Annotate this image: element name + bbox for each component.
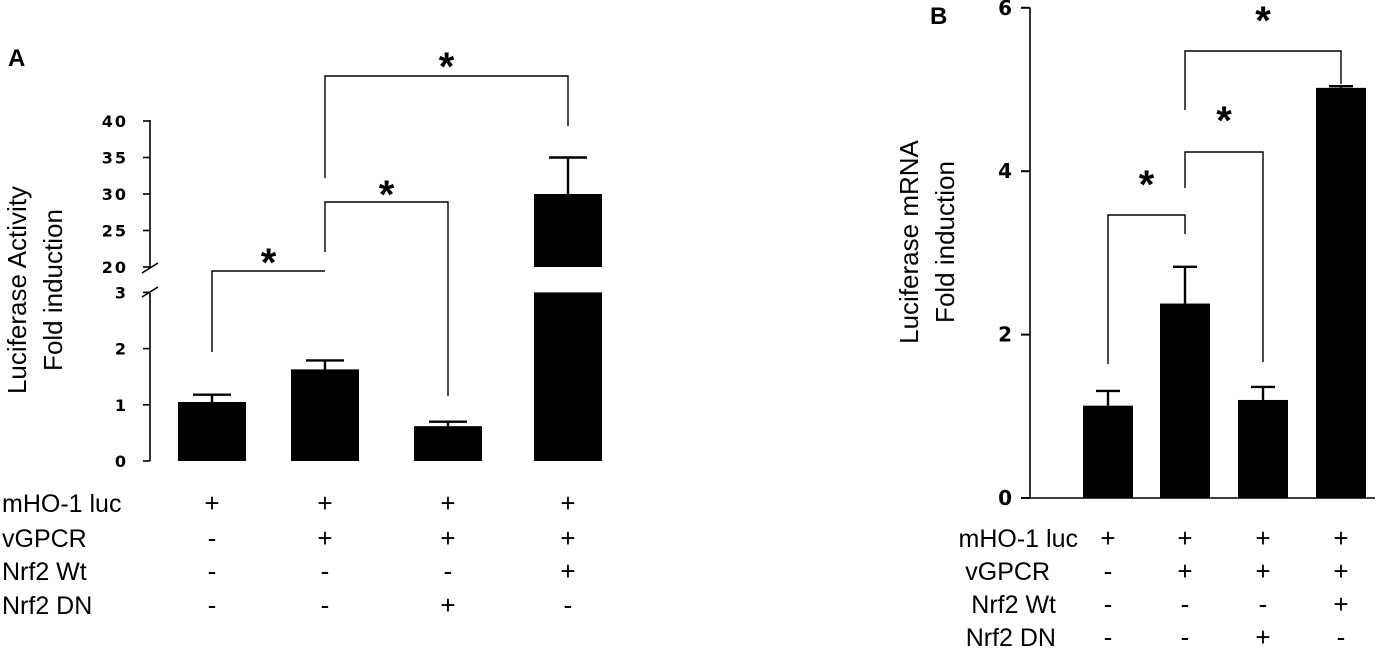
condition-sign: - [1104, 622, 1113, 651]
condition-sign: + [1333, 523, 1348, 553]
condition-sign: + [1100, 523, 1115, 553]
y-tick-label: 3 [115, 283, 128, 302]
bar [534, 194, 602, 267]
condition-label: mHO-1 luc [2, 490, 121, 518]
condition-sign: - [1337, 622, 1346, 651]
condition-sign: - [1181, 589, 1190, 619]
chart-panel-a: 0 1 2 3 20 25 30 35 40 Luciferase Activity Fold in… [2, 45, 602, 620]
y-tick-label: 25 [102, 222, 128, 241]
y-tick-label: 2 [115, 340, 128, 359]
significance-star: * [261, 241, 277, 285]
y-tick-label: 35 [102, 149, 128, 168]
condition-sign: + [1177, 556, 1192, 586]
condition-sign: - [1181, 622, 1190, 651]
condition-sign: - [1259, 589, 1268, 619]
bar [1238, 399, 1288, 498]
bar [1160, 303, 1210, 498]
significance-bracket [324, 201, 449, 396]
condition-sign: - [321, 590, 330, 620]
condition-sign: + [317, 488, 332, 518]
condition-sign: + [1255, 622, 1270, 651]
y-tick-label: 0 [998, 486, 1012, 510]
y-axis-label-line: Luciferase mRNA [894, 139, 924, 343]
bar [1316, 87, 1366, 498]
condition-sign: + [440, 590, 455, 620]
significance-star: * [439, 45, 455, 89]
chart-panel-b: 0 2 4 6 Luciferase mRNA Fold induction * * * mHO-… [894, 0, 1375, 651]
condition-sign: + [440, 488, 455, 518]
significance-star: * [1255, 0, 1271, 43]
condition-sign: + [1255, 556, 1270, 586]
bar [291, 369, 359, 461]
condition-sign: - [564, 590, 573, 620]
condition-label: Nrf2 Wt [2, 558, 87, 586]
condition-sign: + [204, 488, 219, 518]
y-axis-label-line: Luciferase Activity [2, 186, 32, 394]
condition-sign: + [440, 523, 455, 553]
y-axis-label-line: Fold induction [38, 209, 68, 371]
condition-sign: + [1255, 523, 1270, 553]
condition-sign: - [208, 556, 217, 586]
condition-sign: - [208, 523, 217, 553]
bar [534, 292, 602, 461]
condition-sign: - [321, 556, 330, 586]
significance-star: * [379, 173, 395, 217]
condition-sign: + [560, 488, 575, 518]
bar [1083, 405, 1133, 498]
condition-sign: + [560, 556, 575, 586]
condition-sign: - [444, 556, 453, 586]
bar [414, 426, 482, 461]
condition-sign: + [1333, 589, 1348, 619]
condition-sign: + [560, 523, 575, 553]
y-tick-label: 20 [102, 258, 128, 277]
significance-bracket [1184, 50, 1342, 110]
panel-label-b: B [930, 3, 947, 30]
y-tick-label: 1 [115, 396, 128, 415]
significance-star: * [1139, 163, 1155, 207]
condition-label: mHO-1 luc [959, 525, 1078, 553]
condition-sign: + [317, 523, 332, 553]
axis-break-mark [141, 262, 159, 274]
y-tick-label: 6 [998, 0, 1012, 20]
condition-sign: - [1104, 556, 1113, 586]
y-axis-label: Luciferase Activity Fold induction [2, 186, 68, 394]
significance-bracket [324, 75, 569, 178]
condition-sign: - [1104, 589, 1113, 619]
condition-sign: + [1333, 556, 1348, 586]
condition-label: Nrf2 DN [2, 592, 92, 620]
significance-bracket [211, 270, 325, 352]
panel-label-a: A [8, 45, 25, 72]
y-tick-label: 2 [998, 323, 1012, 347]
y-axis-label: Luciferase mRNA Fold induction [894, 139, 960, 343]
condition-label: Nrf2 DN [966, 624, 1056, 651]
y-tick-label: 30 [102, 185, 128, 204]
significance-bracket [1107, 214, 1186, 364]
bar [178, 401, 246, 461]
condition-label: Nrf2 Wt [971, 591, 1056, 619]
condition-label: vGPCR [965, 558, 1050, 586]
y-tick-label: 40 [102, 112, 128, 131]
condition-label: vGPCR [2, 525, 87, 553]
significance-bracket [1184, 151, 1264, 362]
condition-sign: - [208, 590, 217, 620]
significance-star: * [1216, 99, 1232, 143]
y-tick-label: 0 [115, 452, 128, 471]
y-axis-label-line: Fold induction [930, 161, 960, 323]
condition-sign: + [1177, 523, 1192, 553]
y-tick-label: 4 [998, 159, 1012, 183]
